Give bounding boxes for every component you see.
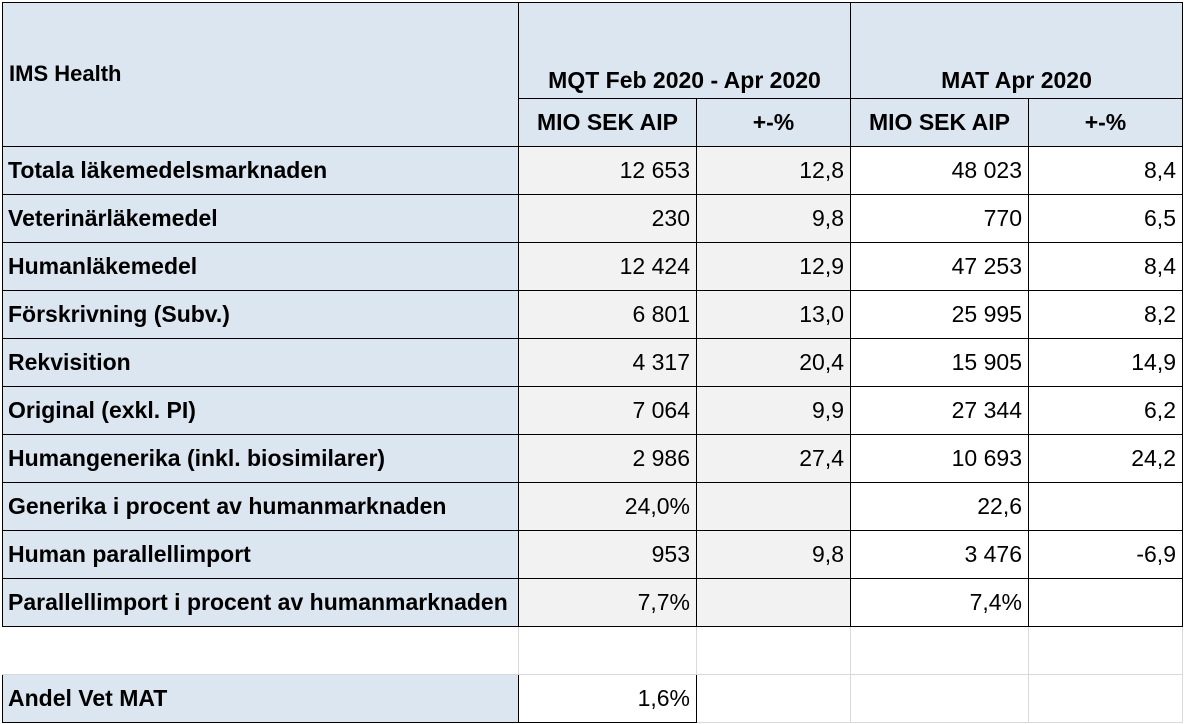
mqt-value: 12 653 bbox=[518, 146, 697, 195]
mat-value: 22,6 bbox=[850, 482, 1029, 531]
mqt-change: 12,9 bbox=[696, 242, 851, 291]
mqt-change: 12,8 bbox=[696, 146, 851, 195]
mqt-value: 2 986 bbox=[518, 434, 697, 483]
mat-change bbox=[1028, 482, 1183, 531]
table-row: Generika i procent av humanmarknaden 24,… bbox=[2, 482, 1183, 531]
row-label: Humangenerika (inkl. biosimilarer) bbox=[2, 434, 519, 483]
table-row: Parallellimport i procent av humanmarkna… bbox=[2, 578, 1183, 627]
row-label: Original (exkl. PI) bbox=[2, 386, 519, 435]
mqt-change: 20,4 bbox=[696, 338, 851, 387]
mat-value: 48 023 bbox=[850, 146, 1029, 195]
mat-change: 8,4 bbox=[1028, 146, 1183, 195]
row-label: Generika i procent av humanmarknaden bbox=[2, 482, 519, 531]
mqt-value: 12 424 bbox=[518, 242, 697, 291]
mat-value: 25 995 bbox=[850, 290, 1029, 339]
mqt-value: 7 064 bbox=[518, 386, 697, 435]
row-label: Human parallellimport bbox=[2, 530, 519, 579]
mqt-value: 6 801 bbox=[518, 290, 697, 339]
empty-cell bbox=[696, 674, 851, 723]
col-header-mat-value: MIO SEK AIP bbox=[850, 98, 1029, 147]
mqt-value: 953 bbox=[518, 530, 697, 579]
table-row: Totala läkemedelsmarknaden 12 653 12,8 4… bbox=[2, 146, 1183, 195]
row-label: Förskrivning (Subv.) bbox=[2, 290, 519, 339]
group-header-mqt: MQT Feb 2020 - Apr 2020 bbox=[518, 2, 851, 99]
row-label: Parallellimport i procent av humanmarkna… bbox=[2, 578, 519, 627]
table-row: Veterinärläkemedel 230 9,8 770 6,5 bbox=[2, 194, 1183, 243]
mqt-change: 27,4 bbox=[696, 434, 851, 483]
table-row: Original (exkl. PI) 7 064 9,9 27 344 6,2 bbox=[2, 386, 1183, 435]
mat-value: 27 344 bbox=[850, 386, 1029, 435]
mqt-change: 9,8 bbox=[696, 530, 851, 579]
table-row: Förskrivning (Subv.) 6 801 13,0 25 995 8… bbox=[2, 290, 1183, 339]
mat-change: 24,2 bbox=[1028, 434, 1183, 483]
row-label: Totala läkemedelsmarknaden bbox=[2, 146, 519, 195]
col-header-mqt-value: MIO SEK AIP bbox=[518, 98, 697, 147]
mat-value: 3 476 bbox=[850, 530, 1029, 579]
mat-change: -6,9 bbox=[1028, 530, 1183, 579]
mat-value: 770 bbox=[850, 194, 1029, 243]
spacer-row bbox=[2, 626, 1183, 675]
table-row: Humangenerika (inkl. biosimilarer) 2 986… bbox=[2, 434, 1183, 483]
mqt-change bbox=[696, 578, 851, 627]
mqt-change: 13,0 bbox=[696, 290, 851, 339]
footer-row: Andel Vet MAT 1,6% bbox=[2, 674, 1183, 723]
mqt-change bbox=[696, 482, 851, 531]
table-row: Rekvisition 4 317 20,4 15 905 14,9 bbox=[2, 338, 1183, 387]
empty-cell bbox=[696, 626, 851, 675]
mat-value: 15 905 bbox=[850, 338, 1029, 387]
empty-cell bbox=[850, 626, 1029, 675]
footer-value: 1,6% bbox=[518, 674, 697, 723]
empty-cell bbox=[850, 674, 1029, 723]
mat-value: 10 693 bbox=[850, 434, 1029, 483]
row-label: Rekvisition bbox=[2, 338, 519, 387]
mat-value: 7,4% bbox=[850, 578, 1029, 627]
empty-cell bbox=[2, 626, 519, 675]
table-row: Human parallellimport 953 9,8 3 476 -6,9 bbox=[2, 530, 1183, 579]
mat-change bbox=[1028, 578, 1183, 627]
footer-label: Andel Vet MAT bbox=[2, 674, 519, 723]
row-label: Veterinärläkemedel bbox=[2, 194, 519, 243]
table-row: Humanläkemedel 12 424 12,9 47 253 8,4 bbox=[2, 242, 1183, 291]
row-label: Humanläkemedel bbox=[2, 242, 519, 291]
mqt-change: 9,8 bbox=[696, 194, 851, 243]
mqt-value: 4 317 bbox=[518, 338, 697, 387]
empty-cell bbox=[518, 626, 697, 675]
mqt-value: 230 bbox=[518, 194, 697, 243]
mat-change: 8,4 bbox=[1028, 242, 1183, 291]
col-header-mqt-change: +-% bbox=[696, 98, 851, 147]
group-header-mat: MAT Apr 2020 bbox=[850, 2, 1183, 99]
mat-change: 8,2 bbox=[1028, 290, 1183, 339]
mqt-change: 9,9 bbox=[696, 386, 851, 435]
mat-change: 6,5 bbox=[1028, 194, 1183, 243]
mqt-value: 24,0% bbox=[518, 482, 697, 531]
empty-cell bbox=[1028, 626, 1183, 675]
mat-change: 14,9 bbox=[1028, 338, 1183, 387]
empty-cell bbox=[1028, 674, 1183, 723]
mat-change: 6,2 bbox=[1028, 386, 1183, 435]
mat-value: 47 253 bbox=[850, 242, 1029, 291]
col-header-mat-change: +-% bbox=[1028, 98, 1183, 147]
mqt-value: 7,7% bbox=[518, 578, 697, 627]
table-title: IMS Health bbox=[2, 2, 519, 147]
